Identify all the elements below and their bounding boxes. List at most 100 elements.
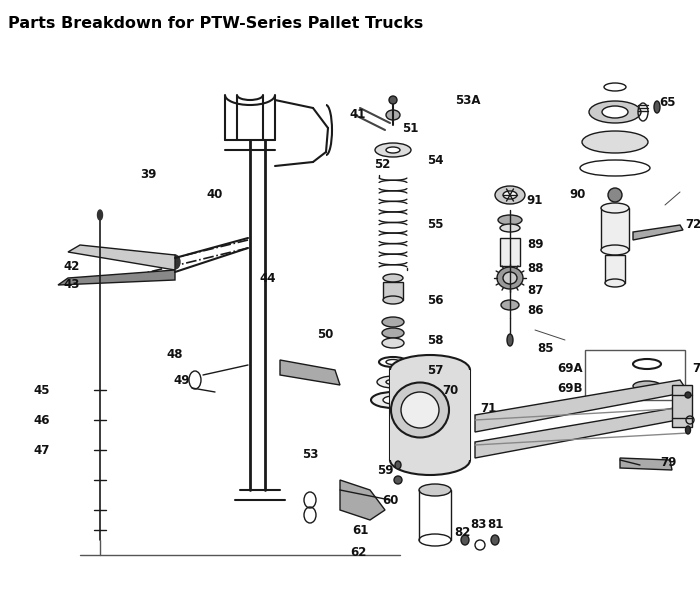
Ellipse shape [386, 147, 400, 153]
Polygon shape [475, 380, 688, 432]
Ellipse shape [608, 188, 622, 202]
Bar [500, 238, 520, 266]
Text: 89: 89 [526, 238, 543, 252]
Text: 53: 53 [302, 448, 318, 461]
Text: 48: 48 [167, 348, 183, 362]
Ellipse shape [382, 328, 404, 338]
Text: 58: 58 [427, 334, 443, 346]
Ellipse shape [582, 131, 648, 153]
Text: 42: 42 [64, 260, 80, 274]
Ellipse shape [601, 203, 629, 213]
Ellipse shape [685, 392, 691, 398]
Text: 87: 87 [527, 284, 543, 296]
Ellipse shape [389, 96, 397, 104]
Text: 54: 54 [427, 153, 443, 167]
Ellipse shape [394, 476, 402, 484]
Ellipse shape [383, 396, 403, 404]
Ellipse shape [383, 274, 403, 282]
Ellipse shape [495, 186, 525, 204]
Bar [672, 385, 692, 427]
Polygon shape [68, 245, 175, 270]
Text: 52: 52 [374, 158, 390, 172]
Ellipse shape [500, 224, 520, 232]
Text: 61: 61 [352, 524, 368, 536]
Bar [601, 208, 629, 250]
Ellipse shape [391, 382, 449, 437]
Ellipse shape [601, 245, 629, 255]
Ellipse shape [461, 535, 469, 545]
Ellipse shape [685, 426, 690, 434]
Bar [585, 350, 685, 400]
Text: 55: 55 [427, 219, 443, 232]
Text: 46: 46 [34, 414, 50, 426]
Text: 43: 43 [64, 279, 80, 291]
Ellipse shape [419, 484, 451, 496]
Ellipse shape [395, 461, 401, 469]
Ellipse shape [97, 210, 102, 220]
Text: 60: 60 [382, 494, 398, 507]
Ellipse shape [589, 101, 641, 123]
Ellipse shape [382, 338, 404, 348]
Text: 73: 73 [692, 362, 700, 375]
Ellipse shape [633, 381, 661, 391]
Bar [390, 370, 470, 460]
Text: 71: 71 [480, 401, 496, 414]
Text: 59: 59 [377, 464, 393, 477]
Polygon shape [340, 480, 385, 520]
Text: 41: 41 [350, 109, 366, 122]
Ellipse shape [386, 359, 400, 365]
Text: 50: 50 [317, 329, 333, 342]
Text: Parts Breakdown for PTW-Series Pallet Trucks: Parts Breakdown for PTW-Series Pallet Tr… [8, 16, 423, 31]
Bar [605, 255, 625, 283]
Ellipse shape [401, 392, 439, 428]
Ellipse shape [497, 267, 523, 289]
Bar [383, 282, 403, 300]
Text: 69A: 69A [557, 362, 583, 375]
Ellipse shape [503, 272, 517, 284]
Polygon shape [475, 407, 688, 458]
Text: 85: 85 [537, 342, 553, 354]
Ellipse shape [491, 535, 499, 545]
Text: 83: 83 [470, 519, 486, 532]
Text: 86: 86 [526, 304, 543, 316]
Text: 91: 91 [527, 194, 543, 207]
Ellipse shape [371, 392, 415, 408]
Text: 79: 79 [660, 455, 676, 469]
Text: 57: 57 [427, 364, 443, 376]
Text: 90: 90 [570, 189, 586, 202]
Ellipse shape [375, 143, 411, 157]
Text: 69B: 69B [557, 381, 582, 395]
Text: 56: 56 [427, 293, 443, 307]
Ellipse shape [390, 355, 470, 385]
Ellipse shape [654, 101, 660, 113]
Ellipse shape [386, 110, 400, 120]
Polygon shape [620, 458, 672, 470]
Ellipse shape [383, 296, 403, 304]
Ellipse shape [503, 191, 517, 199]
Text: 81: 81 [486, 519, 503, 532]
Text: 44: 44 [260, 271, 276, 285]
Text: 62: 62 [350, 546, 366, 558]
Text: 47: 47 [34, 444, 50, 456]
Polygon shape [280, 360, 340, 385]
Polygon shape [58, 270, 175, 285]
Ellipse shape [602, 106, 628, 118]
Ellipse shape [386, 379, 400, 384]
Ellipse shape [498, 215, 522, 225]
Ellipse shape [605, 279, 625, 287]
Ellipse shape [501, 300, 519, 310]
Text: 53A: 53A [455, 93, 481, 106]
Text: 72: 72 [685, 219, 700, 232]
Text: 70: 70 [442, 384, 458, 397]
Text: 88: 88 [526, 262, 543, 274]
Ellipse shape [507, 334, 513, 346]
Text: 65: 65 [659, 97, 676, 109]
Ellipse shape [390, 445, 470, 475]
Text: 82: 82 [454, 525, 470, 538]
Ellipse shape [382, 317, 404, 327]
Text: 51: 51 [402, 122, 418, 134]
Text: 40: 40 [206, 189, 223, 202]
Polygon shape [633, 225, 683, 240]
Text: 39: 39 [140, 169, 156, 181]
Ellipse shape [377, 376, 409, 388]
